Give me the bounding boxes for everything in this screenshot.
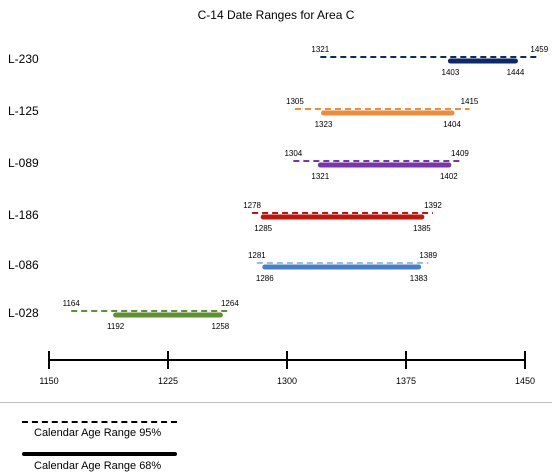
- label95-end-l-028: 1264: [221, 299, 239, 308]
- x-tick-label-1300: 1300: [277, 376, 297, 386]
- label95-start-l-086: 1281: [248, 251, 266, 260]
- x-tick-label-1225: 1225: [158, 376, 178, 386]
- label68-start-l-086: 1286: [256, 274, 274, 283]
- label95-start-l-186: 1278: [243, 201, 261, 210]
- label95-start-l-089: 1304: [284, 149, 302, 158]
- label68-end-l-230: 1444: [507, 68, 525, 77]
- label68-end-l-086: 1383: [410, 274, 428, 283]
- legend-dashed-swatch: [22, 421, 177, 423]
- row-label-l-028: L-028: [8, 306, 39, 320]
- label95-end-l-089: 1409: [451, 149, 469, 158]
- row-label-l-186: L-186: [8, 208, 39, 222]
- label68-start-l-125: 1323: [315, 120, 333, 129]
- label95-start-l-028: 1164: [63, 299, 81, 308]
- x-tick-label-1450: 1450: [515, 376, 535, 386]
- row-label-l-086: L-086: [8, 258, 39, 272]
- range-chart: C-14 Date Ranges for Area C L-230 1321 1459…: [8, 8, 549, 386]
- label68-end-l-089: 1402: [440, 172, 458, 181]
- row-label-l-125: L-125: [8, 104, 39, 118]
- label95-start-l-125: 1305: [286, 97, 304, 106]
- chart-area: C-14 Date Ranges for Area C L-230 1321 1459…: [8, 8, 549, 386]
- label68-end-l-125: 1404: [443, 120, 461, 129]
- label95-end-l-186: 1392: [424, 201, 442, 210]
- label68-end-l-028: 1258: [211, 322, 229, 331]
- label95-end-l-230: 1459: [530, 45, 548, 54]
- label68-start-l-028: 1192: [107, 322, 125, 331]
- row-label-l-089: L-089: [8, 156, 39, 170]
- label95-end-l-125: 1415: [461, 97, 479, 106]
- legend: Calendar Age Range 95% Calendar Age Rang…: [0, 402, 552, 474]
- label68-start-l-230: 1403: [442, 68, 460, 77]
- label95-start-l-230: 1321: [311, 45, 329, 54]
- label68-end-l-186: 1385: [413, 224, 431, 233]
- legend-solid-swatch: [22, 452, 177, 456]
- x-tick-label-1150: 1150: [39, 376, 58, 386]
- x-tick-label-1375: 1375: [396, 376, 416, 386]
- label68-start-l-186: 1285: [254, 224, 272, 233]
- row-label-l-230: L-230: [8, 52, 39, 66]
- label68-start-l-089: 1321: [311, 172, 329, 181]
- chart-title: C-14 Date Ranges for Area C: [198, 8, 355, 22]
- label95-end-l-086: 1389: [419, 251, 437, 260]
- legend-label-68: Calendar Age Range 68%: [34, 460, 162, 472]
- legend-label-95: Calendar Age Range 95%: [34, 427, 162, 439]
